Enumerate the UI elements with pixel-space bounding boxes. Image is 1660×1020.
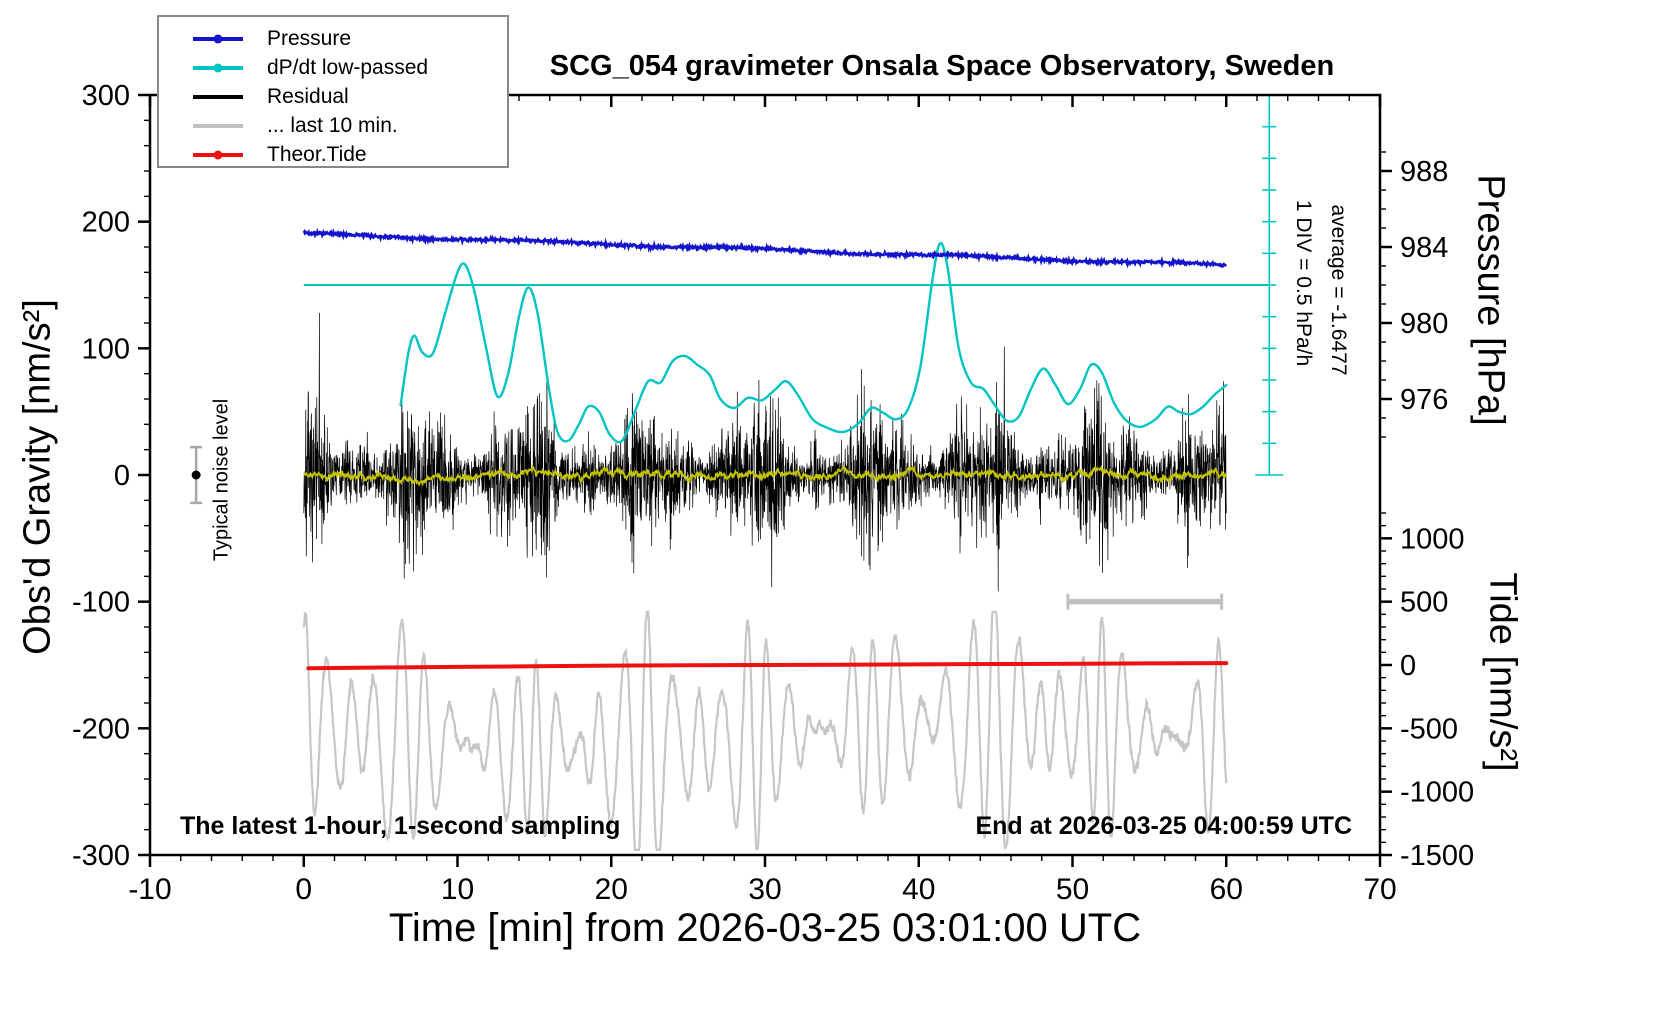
svg-text:100: 100 <box>82 333 130 365</box>
theor-tide-line-marker-icon <box>193 150 243 160</box>
svg-text:50: 50 <box>1056 873 1089 906</box>
svg-text:40: 40 <box>902 873 935 906</box>
svg-text:-100: -100 <box>72 587 130 619</box>
average-label: average = -1.6477 <box>1327 204 1350 376</box>
sampling-note: The latest 1-hour, 1-second sampling <box>180 812 621 840</box>
pressure-line-marker-icon <box>193 34 243 44</box>
legend-label: Theor.Tide <box>267 142 367 166</box>
legend-label: Residual <box>267 84 349 108</box>
svg-text:988: 988 <box>1400 156 1448 188</box>
legend-label: Pressure <box>267 26 352 50</box>
svg-text:984: 984 <box>1400 232 1448 264</box>
series-dp-dt-low-passed <box>399 241 1228 444</box>
svg-text:30: 30 <box>748 873 781 906</box>
svg-text:0: 0 <box>295 873 312 906</box>
legend-item-theor-tide: Theor.Tide <box>159 140 507 169</box>
y-axis-title-tide: Tide [nm/s²] <box>1481 572 1524 772</box>
svg-text:-10: -10 <box>128 873 171 906</box>
svg-text:10: 10 <box>441 873 474 906</box>
legend-item-last10min: ... last 10 min. <box>159 111 507 140</box>
last10min-range-bar <box>1066 593 1224 610</box>
svg-text:20: 20 <box>595 873 628 906</box>
x-axis-title: Time [min] from 2026-03-25 03:01:00 UTC <box>388 906 1142 950</box>
series-residual <box>303 312 1227 592</box>
dpdt-line-marker-icon <box>193 63 243 73</box>
svg-text:70: 70 <box>1363 873 1396 906</box>
svg-text:0: 0 <box>1400 650 1416 682</box>
svg-text:-500: -500 <box>1400 713 1458 745</box>
chart-title: SCG_054 gravimeter Onsala Space Observat… <box>549 50 1335 82</box>
svg-text:60: 60 <box>1210 873 1243 906</box>
series-residual-smoothed <box>303 463 1228 487</box>
svg-text:976: 976 <box>1400 384 1448 416</box>
svg-text:1000: 1000 <box>1400 523 1465 555</box>
legend-label: dP/dt low-passed <box>267 55 429 79</box>
svg-text:0: 0 <box>114 460 130 492</box>
last10min-line-marker-icon <box>193 121 243 131</box>
legend-item-residual: Residual <box>159 82 507 111</box>
y-axis-title-pressure: Pressure [hPa] <box>1469 174 1512 426</box>
y-axis-title-gravity: Obs'd Gravity [nm/s²] <box>16 299 59 655</box>
legend-item-dpdt: dP/dt low-passed <box>159 53 507 82</box>
svg-text:-1000: -1000 <box>1400 777 1474 809</box>
svg-text:-200: -200 <box>72 713 130 745</box>
legend-item-pressure: Pressure <box>159 24 507 53</box>
series-pressure <box>302 227 1228 269</box>
end-time-note: End at 2026-03-25 04:00:59 UTC <box>975 812 1352 840</box>
svg-text:-300: -300 <box>72 840 130 872</box>
svg-text:500: 500 <box>1400 587 1448 619</box>
typical-noise-marker <box>190 445 203 505</box>
legend: Pressure dP/dt low-passed Residual ... l… <box>157 15 509 168</box>
legend-label: ... last 10 min. <box>267 113 398 137</box>
div-scale-label: 1 DIV = 0.5 hPa/h <box>1292 199 1315 367</box>
series-last-10-min <box>302 610 1228 851</box>
dpdt-scale-bar <box>1255 94 1284 476</box>
svg-text:200: 200 <box>82 207 130 239</box>
residual-line-marker-icon <box>193 92 243 102</box>
svg-text:-1500: -1500 <box>1400 840 1474 872</box>
typical-noise-level-label: Typical noise level <box>210 398 233 562</box>
series-theor-tide <box>306 661 1229 671</box>
svg-text:300: 300 <box>82 80 130 112</box>
svg-text:980: 980 <box>1400 308 1448 340</box>
